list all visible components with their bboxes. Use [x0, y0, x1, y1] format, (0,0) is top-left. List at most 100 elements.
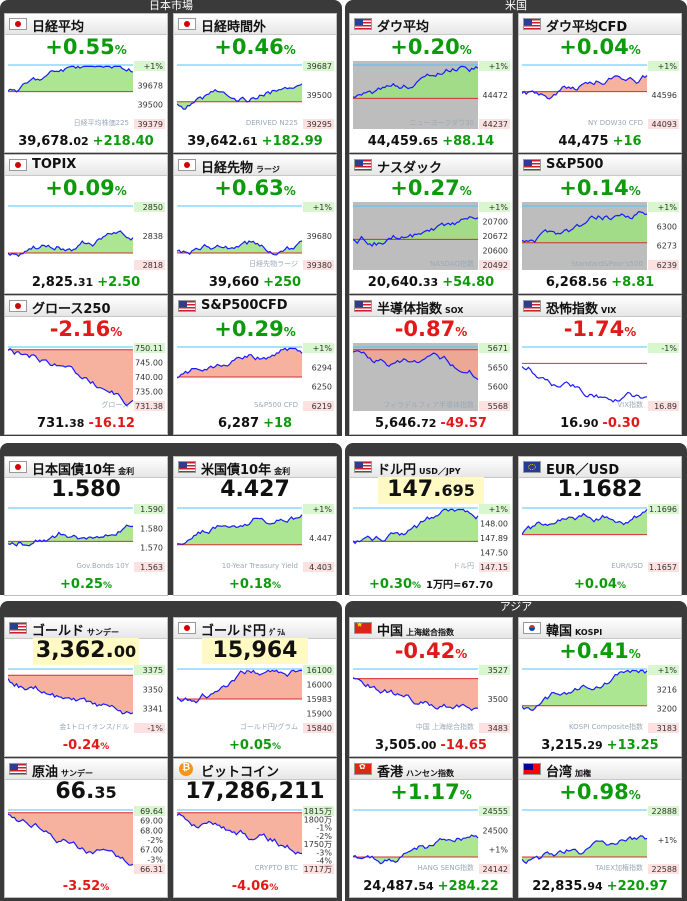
- card-footer: 39,678.02 +218.40: [5, 134, 167, 149]
- axis-label: 68.00: [140, 826, 163, 835]
- us-flag-icon: [523, 159, 541, 171]
- point-change: -16.12: [88, 416, 135, 431]
- percent-change: -0.42%: [394, 639, 468, 663]
- market-card-oil[interactable]: 原油 サンデー 66.35 69.64 69.00 68.00 -2% 67.00 -3% 66.…: [4, 758, 168, 898]
- market-card-taiwan[interactable]: 台湾 加権 +0.98% TAIEX加権指数 22888 +1% 22588 22,835.9…: [518, 758, 682, 898]
- market-card-nikkei-after[interactable]: 日経時間外 +0.46% DERIVED N225 39687 39500 39295 39…: [173, 13, 337, 153]
- current-value: 3,362.00: [33, 638, 139, 665]
- card-footer: 731.38 -16.12: [5, 416, 167, 431]
- point-change: +88.14: [442, 134, 495, 149]
- axis-label: 2818: [143, 261, 163, 270]
- card-header: ダウ平均CFD: [519, 14, 681, 35]
- axis-label: 15983: [307, 695, 332, 704]
- change-area: [522, 509, 647, 535]
- axis-label: 44472: [483, 91, 508, 100]
- point-change: -0.30: [602, 416, 640, 431]
- card-header: S&P500CFD: [174, 296, 336, 317]
- axis-label: 1815万: [304, 807, 332, 816]
- market-card-gold[interactable]: ゴールド サンデー 3,362.00 金1トロイオンス/ドル 3375 3350 3341 -…: [4, 617, 168, 757]
- market-card-topix[interactable]: TOPIX +0.09% 2850 2838 2818 2,825.31 +2.50: [4, 154, 168, 294]
- percent-change: +0.18: [229, 577, 272, 592]
- current-value: 39,660: [208, 275, 260, 290]
- high-label-bg: [648, 343, 679, 353]
- chart-watermark: ゴールド円/グラム: [240, 722, 298, 731]
- price-line: [177, 669, 302, 704]
- card-title: グロース250: [32, 302, 111, 317]
- card-header: 台湾 加権: [519, 759, 681, 780]
- market-card-dow[interactable]: ダウ平均 +0.20% ニューヨークダウ30 +1% 44472 44237 44,459.…: [349, 13, 513, 153]
- percent-change: +0.09%: [45, 176, 127, 200]
- axis-label: 3200: [657, 705, 677, 714]
- change-area: [177, 348, 302, 378]
- market-card-dow-cfd[interactable]: ダウ平均CFD +0.04% NY DOW30 CFD +1% 44596 44093 44…: [518, 13, 682, 153]
- card-title: 半導体指数 SOX: [377, 302, 464, 317]
- market-card-growth250[interactable]: グロース250 -2.16% グロース 750.11 745.00 740.00 735.0…: [4, 295, 168, 435]
- current-value: 39,642.61: [187, 134, 258, 149]
- card-title: TOPIX: [32, 157, 77, 172]
- percent-change: +0.14%: [559, 176, 641, 200]
- axis-label: 44237: [483, 120, 508, 129]
- axis-label: 1750万: [304, 840, 332, 849]
- intraday-chart: NASDAQ指数 +1% 20700 20672 20600 20492: [353, 202, 510, 270]
- intraday-chart: DERIVED N225 39687 39500 39295: [177, 61, 334, 129]
- market-card-ust10[interactable]: 米国債10年 金利 4.427 10-Year Treasury Yield +1% 4.…: [173, 456, 337, 596]
- high-label-bg: [648, 806, 679, 816]
- axis-label: 740.00: [135, 373, 163, 382]
- axis-label: 4.447: [309, 534, 332, 543]
- chart-watermark: HANG SENG指数: [418, 863, 474, 872]
- current-value: 147.695: [378, 477, 484, 504]
- axis-label: 3527: [488, 666, 508, 675]
- axis-label: 44093: [652, 120, 677, 129]
- price-line: [353, 350, 479, 380]
- market-card-nikkei-futures[interactable]: 日経先物 ラージ +0.63% 日経先物ラージ +1% 39680 39380 39,660 +…: [173, 154, 337, 294]
- market-card-sp500[interactable]: S&P500 +0.14% Standard&Poor's500 +1% 6300 627…: [518, 154, 682, 294]
- market-card-nasdaq[interactable]: ナスダック +0.27% NASDAQ指数 +1% 20700 20672 20600 204…: [349, 154, 513, 294]
- price-line: [522, 74, 648, 100]
- high-label-bg: [134, 665, 165, 675]
- current-value: 3,215.29: [541, 738, 603, 753]
- market-card-usdjpy[interactable]: ドル円 USD／JPY 147.695 ドル円 +1% 148.00 147.89 147.5…: [349, 456, 513, 596]
- axis-label: 16100: [307, 666, 332, 675]
- percent-change: +0.20%: [390, 35, 472, 59]
- price-line: [353, 677, 479, 712]
- price-line: [353, 508, 479, 545]
- axis-label: 147.15: [480, 563, 508, 572]
- low-label-bg: [648, 723, 679, 733]
- market-card-sox[interactable]: 半導体指数 SOX -0.87% フィラデルフィア半導体指数 5671 5650 5600 5…: [349, 295, 513, 435]
- card-title: EUR／USD: [546, 463, 620, 478]
- axis-label: 66.31: [140, 865, 163, 874]
- market-card-eurusd[interactable]: EUR／USD 1.1682 EUR/USD 1.1696 1.1657 +0.04%: [518, 456, 682, 596]
- chart-watermark: NASDAQ指数: [430, 259, 474, 268]
- axis-label: 24142: [483, 865, 508, 874]
- card-subtitle: サンデー: [87, 628, 120, 637]
- market-card-sp500-cfd[interactable]: S&P500CFD +0.29% S&P500 CFD +1% 6294 6250 6219…: [173, 295, 337, 435]
- high-label-bg: [479, 665, 510, 675]
- high-label-bg: [303, 202, 334, 212]
- card-footer: 16.90 -0.30: [519, 416, 681, 431]
- current-value: 6,287: [217, 416, 260, 431]
- card-header: 日本国債10年 金利: [5, 457, 167, 478]
- market-card-kospi[interactable]: 韓国 KOSPI +0.41% KOSPI Composite指数 +1% 3216 320…: [518, 617, 682, 757]
- axis-label: -2%: [316, 832, 332, 841]
- axis-label: 69.64: [140, 807, 163, 816]
- jp-flag-icon: [178, 159, 196, 171]
- market-card-nikkei[interactable]: 日経平均 +0.55% 日経平均株価225 +1% 39678 39500 39379 39,…: [4, 13, 168, 153]
- axis-label: 1.580: [140, 524, 163, 533]
- current-value: 66.35: [55, 779, 117, 804]
- price-line: [522, 835, 648, 865]
- market-card-jgb10[interactable]: 日本国債10年 金利 1.580 Gov.Bonds 10Y 1.590 1.580 1.5…: [4, 456, 168, 596]
- axis-label: 1.570: [140, 544, 163, 553]
- change-area: [353, 349, 478, 380]
- high-label-bg: [648, 202, 679, 212]
- axis-label: +1%: [658, 666, 678, 675]
- current-value: 3,505.00: [375, 738, 437, 753]
- card-subtitle: 金利: [118, 467, 135, 476]
- market-card-gold-yen[interactable]: ゴールド円 ｸﾞﾗﾑ 15,964 ゴールド円/グラム 16100 16000 15983 1…: [173, 617, 337, 757]
- axis-label: 39295: [307, 120, 332, 129]
- high-label-bg: [479, 806, 510, 816]
- market-card-vix[interactable]: 恐怖指数 VIX -1.74% VIX指数 -1% 16.89 16.90 -0.30: [518, 295, 682, 435]
- intraday-chart: 10-Year Treasury Yield +1% 4.447 4.403: [177, 504, 334, 572]
